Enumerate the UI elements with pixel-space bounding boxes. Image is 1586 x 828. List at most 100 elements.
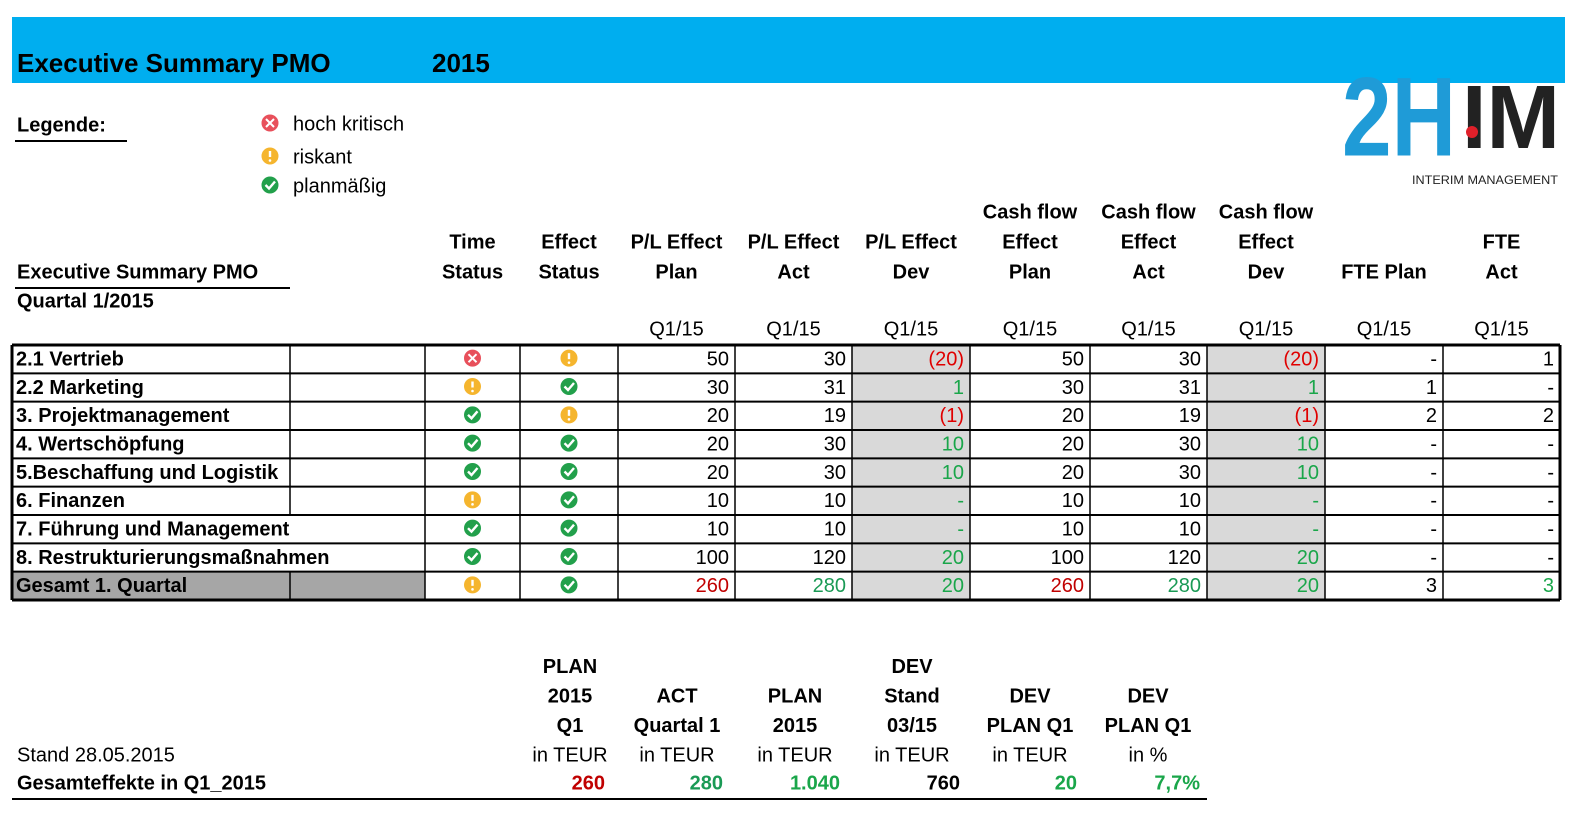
row-label: 3. Projektmanagement	[16, 405, 230, 427]
icon-glyph	[467, 353, 478, 363]
icon-glyph	[563, 495, 575, 506]
column-header: FTE Plan	[1341, 261, 1427, 283]
summary-header: in TEUR	[639, 744, 714, 766]
column-header: Effect	[541, 231, 597, 253]
cell-value: -	[1430, 462, 1437, 484]
cell-value: 30	[1179, 462, 1201, 484]
row-label: 8. Restrukturierungsmaßnahmen	[16, 547, 329, 569]
cell-value: -	[1312, 490, 1319, 512]
column-header: Effect	[1121, 231, 1177, 253]
column-header: Cash flow	[983, 201, 1078, 223]
summary-header: in TEUR	[532, 744, 607, 766]
cell-value: 260	[572, 772, 605, 794]
icon-glyph	[563, 523, 575, 534]
cell-bg	[852, 373, 970, 402]
cell-bg	[852, 401, 970, 430]
summary-header: PLAN	[543, 656, 597, 678]
period-label: Q1/15	[884, 318, 938, 340]
cell-value: 2	[1543, 405, 1554, 427]
cell-bg	[852, 486, 970, 515]
icon-glyph	[563, 438, 575, 449]
icon-glyph	[264, 180, 276, 191]
cell-value: 120	[1168, 547, 1201, 569]
legend-label: Legende:	[17, 114, 106, 136]
cell-value: 10	[1062, 490, 1084, 512]
icon-glyph	[471, 588, 474, 591]
cell-value: 31	[824, 377, 846, 399]
icon-glyph	[467, 410, 479, 421]
icon-circle	[463, 433, 482, 453]
cell-value: 280	[813, 575, 846, 597]
icon-circle	[260, 175, 280, 195]
cell-value: 100	[696, 547, 729, 569]
column-header: P/L Effect	[865, 231, 957, 253]
icon-glyph	[563, 552, 575, 562]
cell-value: -	[1430, 433, 1437, 455]
cell-value: 2	[1426, 405, 1437, 427]
cell-value: 1	[1308, 377, 1319, 399]
icon-glyph	[567, 361, 571, 364]
legend-text: riskant	[293, 146, 352, 168]
cell-value: 30	[824, 433, 846, 455]
cell-value: 19	[1179, 405, 1201, 427]
column-header: Status	[538, 261, 599, 283]
summary-label: Gesamteffekte in Q1_2015	[17, 772, 266, 794]
cell-bg	[1207, 543, 1325, 572]
cell-value: 1.040	[790, 772, 840, 794]
cell-value: 20	[1062, 462, 1084, 484]
logo-sub: INTERIM MANAGEMENT	[1412, 173, 1559, 187]
period-label: Q1/15	[1003, 318, 1057, 340]
icon-circle	[559, 462, 579, 481]
icon-circle	[559, 433, 579, 453]
column-header: Effect	[1238, 231, 1294, 253]
status-icon	[463, 547, 482, 566]
cell-value: -	[1547, 433, 1554, 455]
legend-text: planmäßig	[293, 175, 386, 197]
summary-header: PLAN Q1	[1105, 715, 1192, 737]
icon-glyph	[563, 580, 575, 591]
summary-header: ACT	[656, 685, 697, 707]
cell-value: 1	[1426, 377, 1437, 399]
cell-value: 50	[707, 348, 729, 370]
row-label: 7. Führung und Management	[16, 518, 290, 540]
cell-bg	[852, 515, 970, 544]
summary-header: DEV	[891, 656, 933, 678]
cell-value: 20	[942, 575, 964, 597]
cell-value: 50	[1062, 348, 1084, 370]
column-header: Act	[777, 261, 810, 283]
status-icon	[260, 113, 280, 133]
icon-glyph	[265, 118, 275, 128]
icon-glyph	[467, 467, 479, 477]
cell-bg	[852, 458, 970, 487]
summary-header: in %	[1129, 744, 1168, 766]
status-icon	[559, 518, 579, 538]
status-icon	[463, 518, 482, 538]
icon-circle	[463, 518, 482, 538]
cell-bg	[1207, 486, 1325, 515]
cell-value: -	[1430, 547, 1437, 569]
cell-value: 280	[690, 772, 723, 794]
icon-circle	[559, 377, 579, 396]
cell-value: 10	[1179, 490, 1201, 512]
column-header: Time	[449, 231, 495, 253]
cell-value: -	[1430, 490, 1437, 512]
summary-header: Q1	[557, 715, 584, 737]
cell-value: 20	[1297, 575, 1319, 597]
icon-circle	[559, 575, 579, 595]
cell-value: 1	[953, 377, 964, 399]
status-icon	[559, 433, 579, 453]
logo-left: 2H	[1342, 55, 1456, 180]
icon-glyph	[467, 523, 479, 534]
cell-value: 30	[824, 462, 846, 484]
status-icon	[260, 146, 280, 166]
summary-header: PLAN	[768, 685, 822, 707]
summary-header: 2015	[548, 685, 593, 707]
cell-value: -	[1430, 518, 1437, 540]
cell-value: 10	[824, 518, 846, 540]
cell-value: -	[1547, 547, 1554, 569]
status-icon	[559, 462, 579, 481]
status-icon	[559, 405, 579, 425]
cell-value: 10	[1179, 518, 1201, 540]
cell-value: 20	[942, 547, 964, 569]
cell-bg	[852, 571, 970, 600]
